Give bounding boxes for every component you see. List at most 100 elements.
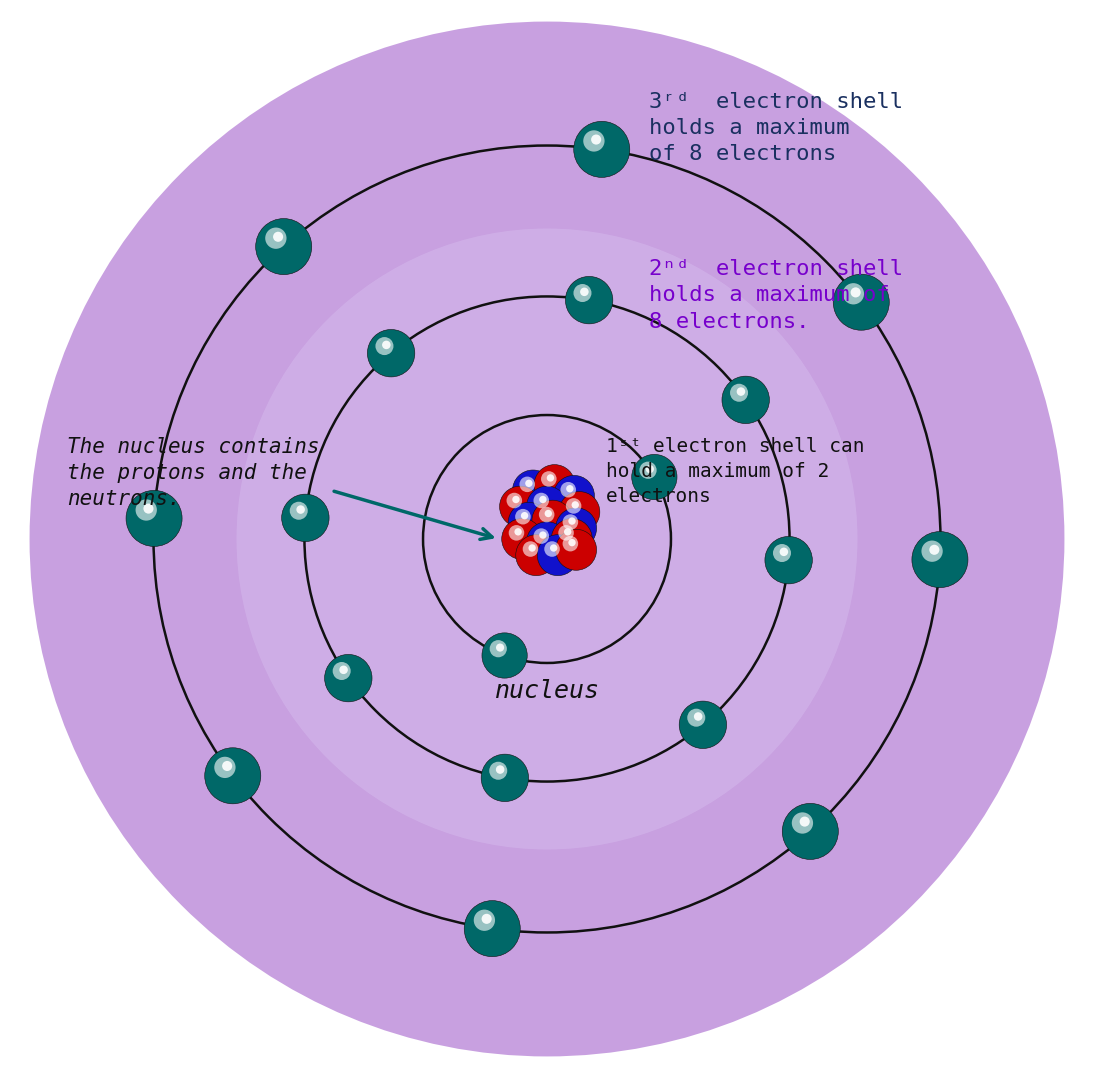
Circle shape xyxy=(143,503,153,513)
Circle shape xyxy=(562,536,578,552)
Circle shape xyxy=(645,465,654,473)
Circle shape xyxy=(296,506,305,514)
Circle shape xyxy=(382,341,391,349)
Circle shape xyxy=(528,544,536,552)
Circle shape xyxy=(481,914,491,924)
Circle shape xyxy=(539,531,547,539)
Text: 1ˢᵗ electron shell can
hold a maximum of 2
electrons: 1ˢᵗ electron shell can hold a maximum of… xyxy=(606,437,864,506)
Circle shape xyxy=(912,531,968,588)
Circle shape xyxy=(537,535,579,576)
Circle shape xyxy=(560,482,577,498)
Circle shape xyxy=(482,633,527,678)
Circle shape xyxy=(512,496,520,503)
Text: 3ʳᵈ  electron shell
holds a maximum
of 8 electrons: 3ʳᵈ electron shell holds a maximum of 8 … xyxy=(650,92,904,165)
Circle shape xyxy=(281,494,329,541)
Circle shape xyxy=(591,135,602,144)
Circle shape xyxy=(639,461,656,479)
Circle shape xyxy=(782,803,838,859)
Circle shape xyxy=(566,276,613,323)
Circle shape xyxy=(736,387,745,396)
Circle shape xyxy=(214,757,235,778)
Circle shape xyxy=(515,509,531,525)
Circle shape xyxy=(236,229,858,849)
Circle shape xyxy=(525,480,533,487)
Circle shape xyxy=(545,510,552,517)
Circle shape xyxy=(256,219,312,275)
Circle shape xyxy=(573,284,592,302)
Circle shape xyxy=(509,525,524,541)
Circle shape xyxy=(568,517,575,525)
Circle shape xyxy=(694,713,702,721)
Circle shape xyxy=(339,665,348,674)
Circle shape xyxy=(573,122,630,178)
Circle shape xyxy=(126,490,182,547)
Circle shape xyxy=(481,755,528,802)
Circle shape xyxy=(532,500,573,541)
Circle shape xyxy=(515,535,557,576)
Circle shape xyxy=(550,544,557,552)
Circle shape xyxy=(523,541,538,557)
Circle shape xyxy=(514,528,522,536)
Circle shape xyxy=(496,644,504,651)
Circle shape xyxy=(464,900,521,956)
Circle shape xyxy=(562,514,578,530)
Circle shape xyxy=(534,493,549,509)
Circle shape xyxy=(325,654,372,702)
Text: 2ⁿᵈ  electron shell
holds a maximum of
8 electrons.: 2ⁿᵈ electron shell holds a maximum of 8 … xyxy=(650,259,904,332)
Circle shape xyxy=(921,540,943,562)
Text: nucleus: nucleus xyxy=(494,679,600,703)
Circle shape xyxy=(679,701,726,748)
Circle shape xyxy=(565,528,571,536)
Circle shape xyxy=(730,384,748,402)
Circle shape xyxy=(205,748,260,804)
Circle shape xyxy=(687,708,706,727)
Circle shape xyxy=(526,486,568,527)
Circle shape xyxy=(558,525,574,541)
Text: The nucleus contains
the protons and the
neutrons.: The nucleus contains the protons and the… xyxy=(68,437,319,510)
Circle shape xyxy=(842,284,864,304)
Circle shape xyxy=(792,813,813,833)
Circle shape xyxy=(556,508,596,549)
Circle shape xyxy=(580,288,589,296)
Circle shape xyxy=(566,498,581,514)
Circle shape xyxy=(521,512,528,520)
Circle shape xyxy=(539,507,555,523)
Circle shape xyxy=(631,455,677,500)
Circle shape xyxy=(851,288,861,298)
Circle shape xyxy=(834,274,889,330)
Circle shape xyxy=(542,471,557,487)
Circle shape xyxy=(544,541,560,557)
Circle shape xyxy=(490,640,507,658)
Circle shape xyxy=(765,537,813,584)
Circle shape xyxy=(722,376,769,424)
Circle shape xyxy=(333,662,351,680)
Circle shape xyxy=(474,910,496,931)
Circle shape xyxy=(290,501,307,520)
Circle shape xyxy=(222,761,232,771)
Circle shape xyxy=(375,337,394,355)
Circle shape xyxy=(559,492,600,533)
Circle shape xyxy=(539,496,547,503)
Circle shape xyxy=(929,544,940,555)
Circle shape xyxy=(534,528,549,544)
Circle shape xyxy=(780,548,788,556)
Circle shape xyxy=(567,485,573,493)
Circle shape xyxy=(265,227,287,249)
Circle shape xyxy=(556,529,596,570)
Circle shape xyxy=(274,232,283,241)
Circle shape xyxy=(568,539,575,547)
Circle shape xyxy=(526,522,568,563)
Circle shape xyxy=(502,519,543,559)
Circle shape xyxy=(368,330,415,377)
Circle shape xyxy=(554,475,594,516)
Circle shape xyxy=(547,474,555,482)
Circle shape xyxy=(551,519,592,559)
Circle shape xyxy=(512,470,554,511)
Circle shape xyxy=(489,762,508,779)
Circle shape xyxy=(800,816,810,827)
Circle shape xyxy=(520,476,535,493)
Circle shape xyxy=(507,493,522,509)
Circle shape xyxy=(496,765,504,774)
Circle shape xyxy=(583,130,605,152)
Circle shape xyxy=(509,502,549,543)
